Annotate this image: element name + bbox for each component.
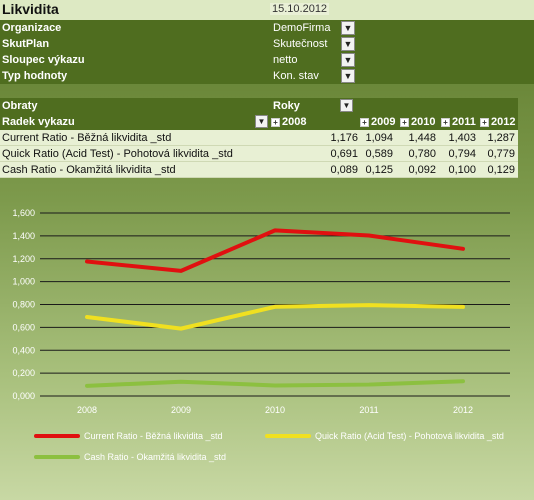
y-tick-label: 0,000 bbox=[12, 391, 35, 401]
filter-icon[interactable]: ▼ bbox=[255, 115, 268, 128]
series-line bbox=[85, 303, 465, 331]
legend-label: Current Ratio - Běžná likvidita _std bbox=[84, 431, 223, 441]
cell-value: 1,176 bbox=[330, 132, 358, 144]
filter-value[interactable]: Kon. stav bbox=[273, 70, 319, 82]
cell-value: 0,125 bbox=[365, 164, 393, 176]
filter-value[interactable]: DemoFirma bbox=[273, 22, 331, 34]
y-tick-label: 0,400 bbox=[12, 345, 35, 355]
y-tick-label: 0,200 bbox=[12, 368, 35, 378]
y-tick-label: 0,600 bbox=[12, 322, 35, 332]
row-label: Cash Ratio - Okamžitá likvidita _std bbox=[2, 164, 176, 176]
legend-label: Quick Ratio (Acid Test) - Pohotová likvi… bbox=[315, 431, 504, 441]
expand-icon[interactable]: + bbox=[480, 118, 489, 127]
cell-value: 0,691 bbox=[330, 148, 358, 160]
y-tick-label: 1,600 bbox=[12, 208, 35, 218]
series-line bbox=[85, 379, 465, 388]
cell-value: 1,403 bbox=[448, 132, 476, 144]
filter-icon[interactable]: ▼ bbox=[340, 99, 353, 112]
chart-plot: 0,000 0,200 0,400 0,600 0,800 1,000 1,200 1,400… bbox=[12, 208, 510, 415]
filter-icon[interactable]: ▼ bbox=[341, 53, 355, 67]
expand-icon[interactable]: + bbox=[360, 118, 369, 127]
filter-row-organizace: Organizace DemoFirma ▼ bbox=[0, 20, 534, 36]
year-header-2010[interactable]: +2010 bbox=[400, 116, 435, 128]
row-label: Quick Ratio (Acid Test) - Pohotová likvi… bbox=[2, 148, 233, 160]
x-tick-label: 2009 bbox=[171, 405, 191, 415]
year-header-2012[interactable]: +2012 bbox=[480, 116, 515, 128]
y-tick-label: 0,800 bbox=[12, 300, 35, 310]
legend-swatch bbox=[265, 434, 311, 438]
pivot-header-row: Obraty Roky ▼ bbox=[0, 98, 518, 114]
table-row: Cash Ratio - Okamžitá likvidita _std 0,0… bbox=[0, 162, 518, 178]
filter-label: Typ hodnoty bbox=[2, 70, 68, 82]
row-label: Current Ratio - Běžná likvidita _std bbox=[2, 132, 172, 144]
filter-label: SkutPlan bbox=[2, 38, 50, 50]
cell-value: 0,100 bbox=[448, 164, 476, 176]
cell-value: 0,089 bbox=[330, 164, 358, 176]
year-header-2008[interactable]: +2008 bbox=[271, 116, 306, 128]
cell-value: 0,092 bbox=[408, 164, 436, 176]
pivot-year-header-row: Radek vykazu ▼ +2008 +2009 +2010 +2011 +… bbox=[0, 114, 518, 130]
pivot-corner-label: Obraty bbox=[2, 100, 38, 112]
y-tick-label: 1,400 bbox=[12, 231, 35, 241]
expand-icon[interactable]: + bbox=[271, 118, 280, 127]
legend-swatch bbox=[34, 455, 80, 459]
x-tick-label: 2012 bbox=[453, 405, 473, 415]
cell-value: 0,780 bbox=[408, 148, 436, 160]
x-tick-label: 2010 bbox=[265, 405, 285, 415]
cell-value: 1,094 bbox=[365, 132, 393, 144]
filter-row-skutplan: SkutPlan Skutečnost ▼ bbox=[0, 36, 534, 52]
legend-label: Cash Ratio - Okamžitá likvidita _std bbox=[84, 452, 227, 462]
line-chart: 0,000 0,200 0,400 0,600 0,800 1,000 1,200 1,400… bbox=[0, 196, 534, 500]
x-tick-label: 2008 bbox=[77, 405, 97, 415]
x-tick-label: 2011 bbox=[359, 405, 378, 415]
cell-value: 0,794 bbox=[448, 148, 476, 160]
y-tick-label: 1,000 bbox=[12, 277, 35, 287]
filter-value[interactable]: Skutečnost bbox=[273, 38, 328, 50]
y-tick-label: 1,200 bbox=[12, 254, 35, 264]
series-line bbox=[85, 228, 465, 273]
expand-icon[interactable]: + bbox=[441, 118, 450, 127]
legend-swatch bbox=[34, 434, 80, 438]
page-title: Likvidita bbox=[2, 1, 59, 17]
table-row: Quick Ratio (Acid Test) - Pohotová likvi… bbox=[0, 146, 518, 162]
filter-icon[interactable]: ▼ bbox=[341, 37, 355, 51]
table-row: Current Ratio - Běžná likvidita _std 1,1… bbox=[0, 130, 518, 146]
pivot-row-field: Radek vykazu bbox=[2, 116, 75, 128]
dropdown-arrow-icon[interactable]: ▼ bbox=[341, 21, 355, 35]
filter-panel: Organizace DemoFirma ▼ SkutPlan Skutečno… bbox=[0, 20, 534, 84]
pivot-column-field: Roky bbox=[273, 100, 300, 112]
year-header-2011[interactable]: +2011 bbox=[441, 116, 476, 128]
filter-row-sloupec: Sloupec výkazu netto ▼ bbox=[0, 52, 534, 68]
filter-icon[interactable]: ▼ bbox=[341, 69, 355, 83]
expand-icon[interactable]: + bbox=[400, 118, 409, 127]
year-header-2009[interactable]: +2009 bbox=[360, 116, 395, 128]
filter-row-typ-hodnoty: Typ hodnoty Kon. stav ▼ bbox=[0, 68, 534, 84]
cell-value: 0,129 bbox=[487, 164, 515, 176]
report-date: 15.10.2012 bbox=[270, 3, 330, 15]
cell-value: 1,448 bbox=[408, 132, 436, 144]
filter-label: Organizace bbox=[2, 22, 62, 34]
filter-label: Sloupec výkazu bbox=[2, 54, 85, 66]
cell-value: 0,779 bbox=[487, 148, 515, 160]
filter-value[interactable]: netto bbox=[273, 54, 298, 66]
cell-value: 0,589 bbox=[365, 148, 393, 160]
cell-value: 1,287 bbox=[487, 132, 515, 144]
title-bar: Likvidita 15.10.2012 bbox=[0, 0, 534, 20]
